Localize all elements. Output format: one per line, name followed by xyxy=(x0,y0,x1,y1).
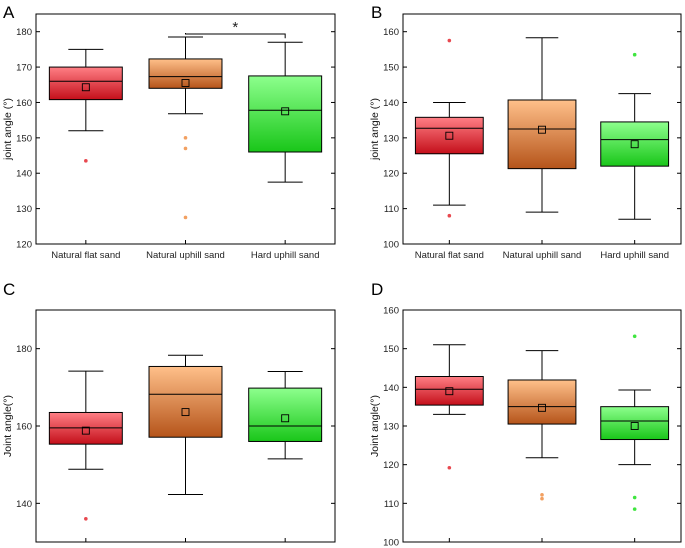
y-tick-label: 180 xyxy=(16,344,32,355)
box-3 xyxy=(248,41,323,183)
iqr-box xyxy=(600,121,670,167)
y-tick-label: 180 xyxy=(16,27,32,38)
outlier-point xyxy=(183,146,188,151)
iqr-box xyxy=(507,99,577,170)
iqr-box xyxy=(414,116,484,155)
mean-marker xyxy=(81,426,90,435)
iqr-box xyxy=(507,379,577,425)
y-tick-label: 150 xyxy=(383,63,399,74)
panel-a: A 120 130 140 150 160 170 180 joint angle (°) Nat… xyxy=(2,3,336,261)
y-tick-label: 110 xyxy=(384,204,399,215)
mean-marker xyxy=(445,387,454,396)
y-tick-label: 160 xyxy=(16,98,32,109)
y-tick-label: 160 xyxy=(16,422,32,433)
panel-label: D xyxy=(371,280,383,299)
outlier-point xyxy=(183,215,188,220)
outlier-point xyxy=(540,493,544,497)
x-tick-label: Natural flat sand xyxy=(415,250,484,261)
box-2 xyxy=(148,36,223,220)
y-tick-label: 110 xyxy=(384,499,399,510)
panel-b: B 100 110 120 130 140 150 160 joint angle (°) Nat… xyxy=(369,3,682,261)
outlier-point xyxy=(540,496,544,501)
x-tick-label: Natural uphill sand xyxy=(146,250,225,261)
mean-marker xyxy=(281,414,290,423)
box-3 xyxy=(600,52,670,220)
y-tick-label: 140 xyxy=(383,98,399,109)
y-tick-label: 130 xyxy=(383,133,399,144)
y-tick-label: 120 xyxy=(383,169,399,180)
y-axis-label: Joint angle(°) xyxy=(369,395,381,457)
mean-marker xyxy=(538,403,546,412)
y-axis-label: joint angle (°) xyxy=(369,98,381,161)
y-axis-label: Joint angle(°) xyxy=(2,395,14,457)
panel-label: C xyxy=(3,280,15,299)
mean-marker xyxy=(281,107,290,116)
y-tick-label: 170 xyxy=(16,63,32,74)
x-tick-label: Natural flat sand xyxy=(51,250,120,261)
y-tick-label: 120 xyxy=(383,460,399,471)
y-tick-label: 130 xyxy=(383,422,399,433)
outlier-point xyxy=(447,213,452,218)
iqr-box xyxy=(248,75,323,153)
mean-marker xyxy=(538,125,546,134)
outlier-point xyxy=(632,334,637,339)
x-tick-label: Hard uphill sand xyxy=(600,250,669,261)
mean-marker xyxy=(81,83,90,92)
box-1 xyxy=(414,38,484,218)
iqr-box xyxy=(600,406,670,441)
y-tick-label: 100 xyxy=(383,538,399,548)
box-1 xyxy=(48,370,123,521)
y-tick-label: 160 xyxy=(383,27,399,38)
y-tick-label: 150 xyxy=(16,133,32,144)
y-tick-label: 150 xyxy=(383,344,399,355)
box-3 xyxy=(248,370,323,460)
x-tick-label: Natural uphill sand xyxy=(503,250,582,261)
x-tick-label: Hard uphill sand xyxy=(251,250,320,261)
mean-marker xyxy=(630,140,639,149)
iqr-box xyxy=(148,58,223,89)
outlier-point xyxy=(447,465,452,470)
y-tick-label: 160 xyxy=(383,306,399,317)
outlier-point xyxy=(632,495,637,500)
iqr-box xyxy=(414,376,484,406)
box-1 xyxy=(48,48,123,163)
mean-marker xyxy=(630,422,639,430)
outlier-point xyxy=(84,159,88,163)
box-2 xyxy=(507,37,577,213)
y-tick-label: 130 xyxy=(16,204,32,215)
outlier-point xyxy=(84,517,88,521)
y-axis-label: joint angle (°) xyxy=(2,98,14,161)
mean-marker xyxy=(181,79,190,87)
iqr-box xyxy=(148,365,223,438)
y-tick-label: 140 xyxy=(16,169,32,180)
box-3 xyxy=(600,334,670,511)
outlier-point xyxy=(632,507,637,511)
mean-marker xyxy=(181,408,190,417)
box-2 xyxy=(507,350,577,501)
significance-marker: * xyxy=(232,19,238,36)
panels: A 120 130 140 150 160 170 180 joint angle (°) Nat… xyxy=(2,3,682,548)
outlier-point xyxy=(447,38,452,43)
box-2 xyxy=(148,354,223,495)
panel-label: A xyxy=(3,3,15,22)
y-tick-label: 100 xyxy=(383,240,399,251)
outlier-point xyxy=(183,136,188,140)
y-tick-label: 140 xyxy=(383,383,399,394)
panel-label: B xyxy=(371,3,382,22)
significance-bracket xyxy=(185,33,286,39)
box-1 xyxy=(414,344,484,470)
mean-marker xyxy=(445,131,454,140)
y-tick-label: 120 xyxy=(16,240,32,251)
y-tick-label: 140 xyxy=(16,499,32,510)
outlier-point xyxy=(632,52,637,57)
